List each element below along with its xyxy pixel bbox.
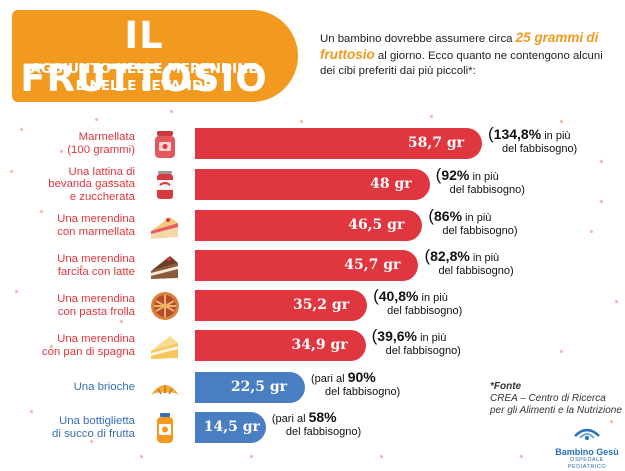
bar-value-label: 34,9 gr xyxy=(291,337,348,353)
source-heading: *Fonte xyxy=(490,381,522,392)
jam-cake-icon xyxy=(148,209,182,243)
bar-value-label: 22,5 gr xyxy=(230,379,287,395)
soda-can-icon xyxy=(148,168,182,202)
bar-value-label: 48 gr xyxy=(370,176,412,192)
percent-note: (86% in più del fabbisogno) xyxy=(428,206,518,237)
confetti-dot xyxy=(169,109,174,114)
confetti-dot xyxy=(89,439,94,444)
source-note: *Fonte CREA – Centro di Ricerca per gli … xyxy=(490,381,625,417)
bar: 46,5 gr xyxy=(195,210,423,241)
logo-name: Bambino Gesù xyxy=(555,447,619,457)
percent-note: (92% in più del fabbisogno) xyxy=(435,165,525,196)
category-label: Una merendina con pan di spagna xyxy=(41,333,135,358)
category-label: Una bottiglietta di succo di frutta xyxy=(52,415,135,440)
intro-highlight-fructose: di fruttosio xyxy=(320,30,599,62)
confetti-dot xyxy=(599,199,604,204)
intro-highlight-grams: 25 grammi xyxy=(515,30,584,45)
subtitle-line-1: AGGIUNTO NELLE MERENDINE xyxy=(30,61,258,77)
confetti-dot xyxy=(119,319,124,324)
bar: 58,7 gr xyxy=(195,128,482,159)
category-label: Una brioche xyxy=(73,381,135,394)
confetti-dot xyxy=(249,454,254,459)
confetti-dot xyxy=(29,409,34,414)
jam-jar-icon xyxy=(148,127,182,161)
confetti-dot xyxy=(94,117,99,122)
percent-note: (40,8% in più del fabbisogno) xyxy=(373,286,463,317)
category-label: Marmellata (100 grammi) xyxy=(67,131,135,156)
bar: 35,2 gr xyxy=(195,290,368,321)
bar-value-label: 58,7 gr xyxy=(407,135,464,151)
confetti-dot xyxy=(609,419,614,424)
logo-subtitle: OSPEDALE PEDIATRICO xyxy=(567,457,607,470)
bar: 34,9 gr xyxy=(195,330,366,361)
intro-text: Un bambino dovrebbe assumere circa 25 gr… xyxy=(320,30,603,77)
confetti-dot xyxy=(379,454,384,459)
main-title: IL FRUTTOSIO xyxy=(20,14,268,100)
logo-icon xyxy=(574,428,600,440)
title-banner: IL FRUTTOSIO AGGIUNTO NELLE MERENDINE E … xyxy=(12,10,298,102)
confetti-dot xyxy=(559,119,564,124)
percent-note: (pari al 58% del fabbisogno) xyxy=(271,409,362,438)
category-label: Una lattina di bevanda gassata e zuccherat… xyxy=(48,165,135,203)
category-label: Una merendina farcita con latte xyxy=(57,253,135,278)
confetti-dot xyxy=(139,454,144,459)
confetti-dot xyxy=(599,159,604,164)
tart-icon xyxy=(148,289,182,323)
bar-value-label: 14,5 gr xyxy=(203,419,260,435)
hospital-logo: Bambino Gesù OSPEDALE PEDIATRICO xyxy=(554,424,620,471)
bar-value-label: 35,2 gr xyxy=(292,297,350,313)
confetti-dot xyxy=(559,349,564,354)
confetti-dot xyxy=(519,454,524,459)
croissant-icon xyxy=(148,371,182,405)
source-line-2: per gli Alimenti e la Nutrizione xyxy=(490,405,622,416)
percent-note: (39,6% in più del fabbisogno) xyxy=(371,326,461,357)
bar-value-label: 45,7 gr xyxy=(344,257,401,273)
category-label: Una merendina con pasta frolla xyxy=(57,293,135,318)
sponge-cake-icon xyxy=(148,329,182,363)
source-line-1: CREA – Centro di Ricerca xyxy=(490,393,606,404)
category-label: Una merendina con marmellata xyxy=(57,213,135,238)
percent-note: (134,8% in più del fabbisogno) xyxy=(488,124,578,155)
bar: 14,5 gr xyxy=(195,412,266,443)
bar: 45,7 gr xyxy=(195,250,419,281)
bar-value-label: 46,5 gr xyxy=(348,217,405,233)
juice-bottle-icon xyxy=(148,411,182,445)
subtitle-line-2: E NELLE BEVANDE xyxy=(75,78,213,94)
percent-note: (pari al 90% del fabbisogno) xyxy=(311,369,401,398)
confetti-dot xyxy=(614,299,619,304)
confetti-dot xyxy=(429,114,434,119)
percent-note: (82,8% in più del fabbisogno) xyxy=(424,246,514,277)
bar: 22,5 gr xyxy=(195,372,305,403)
bar: 48 gr xyxy=(195,169,430,200)
confetti-dot xyxy=(589,229,594,234)
confetti-dot xyxy=(299,119,304,124)
chocolate-cake-icon xyxy=(148,249,182,283)
title-subtitle: AGGIUNTO NELLE MERENDINE E NELLE BEVANDE xyxy=(12,61,276,95)
